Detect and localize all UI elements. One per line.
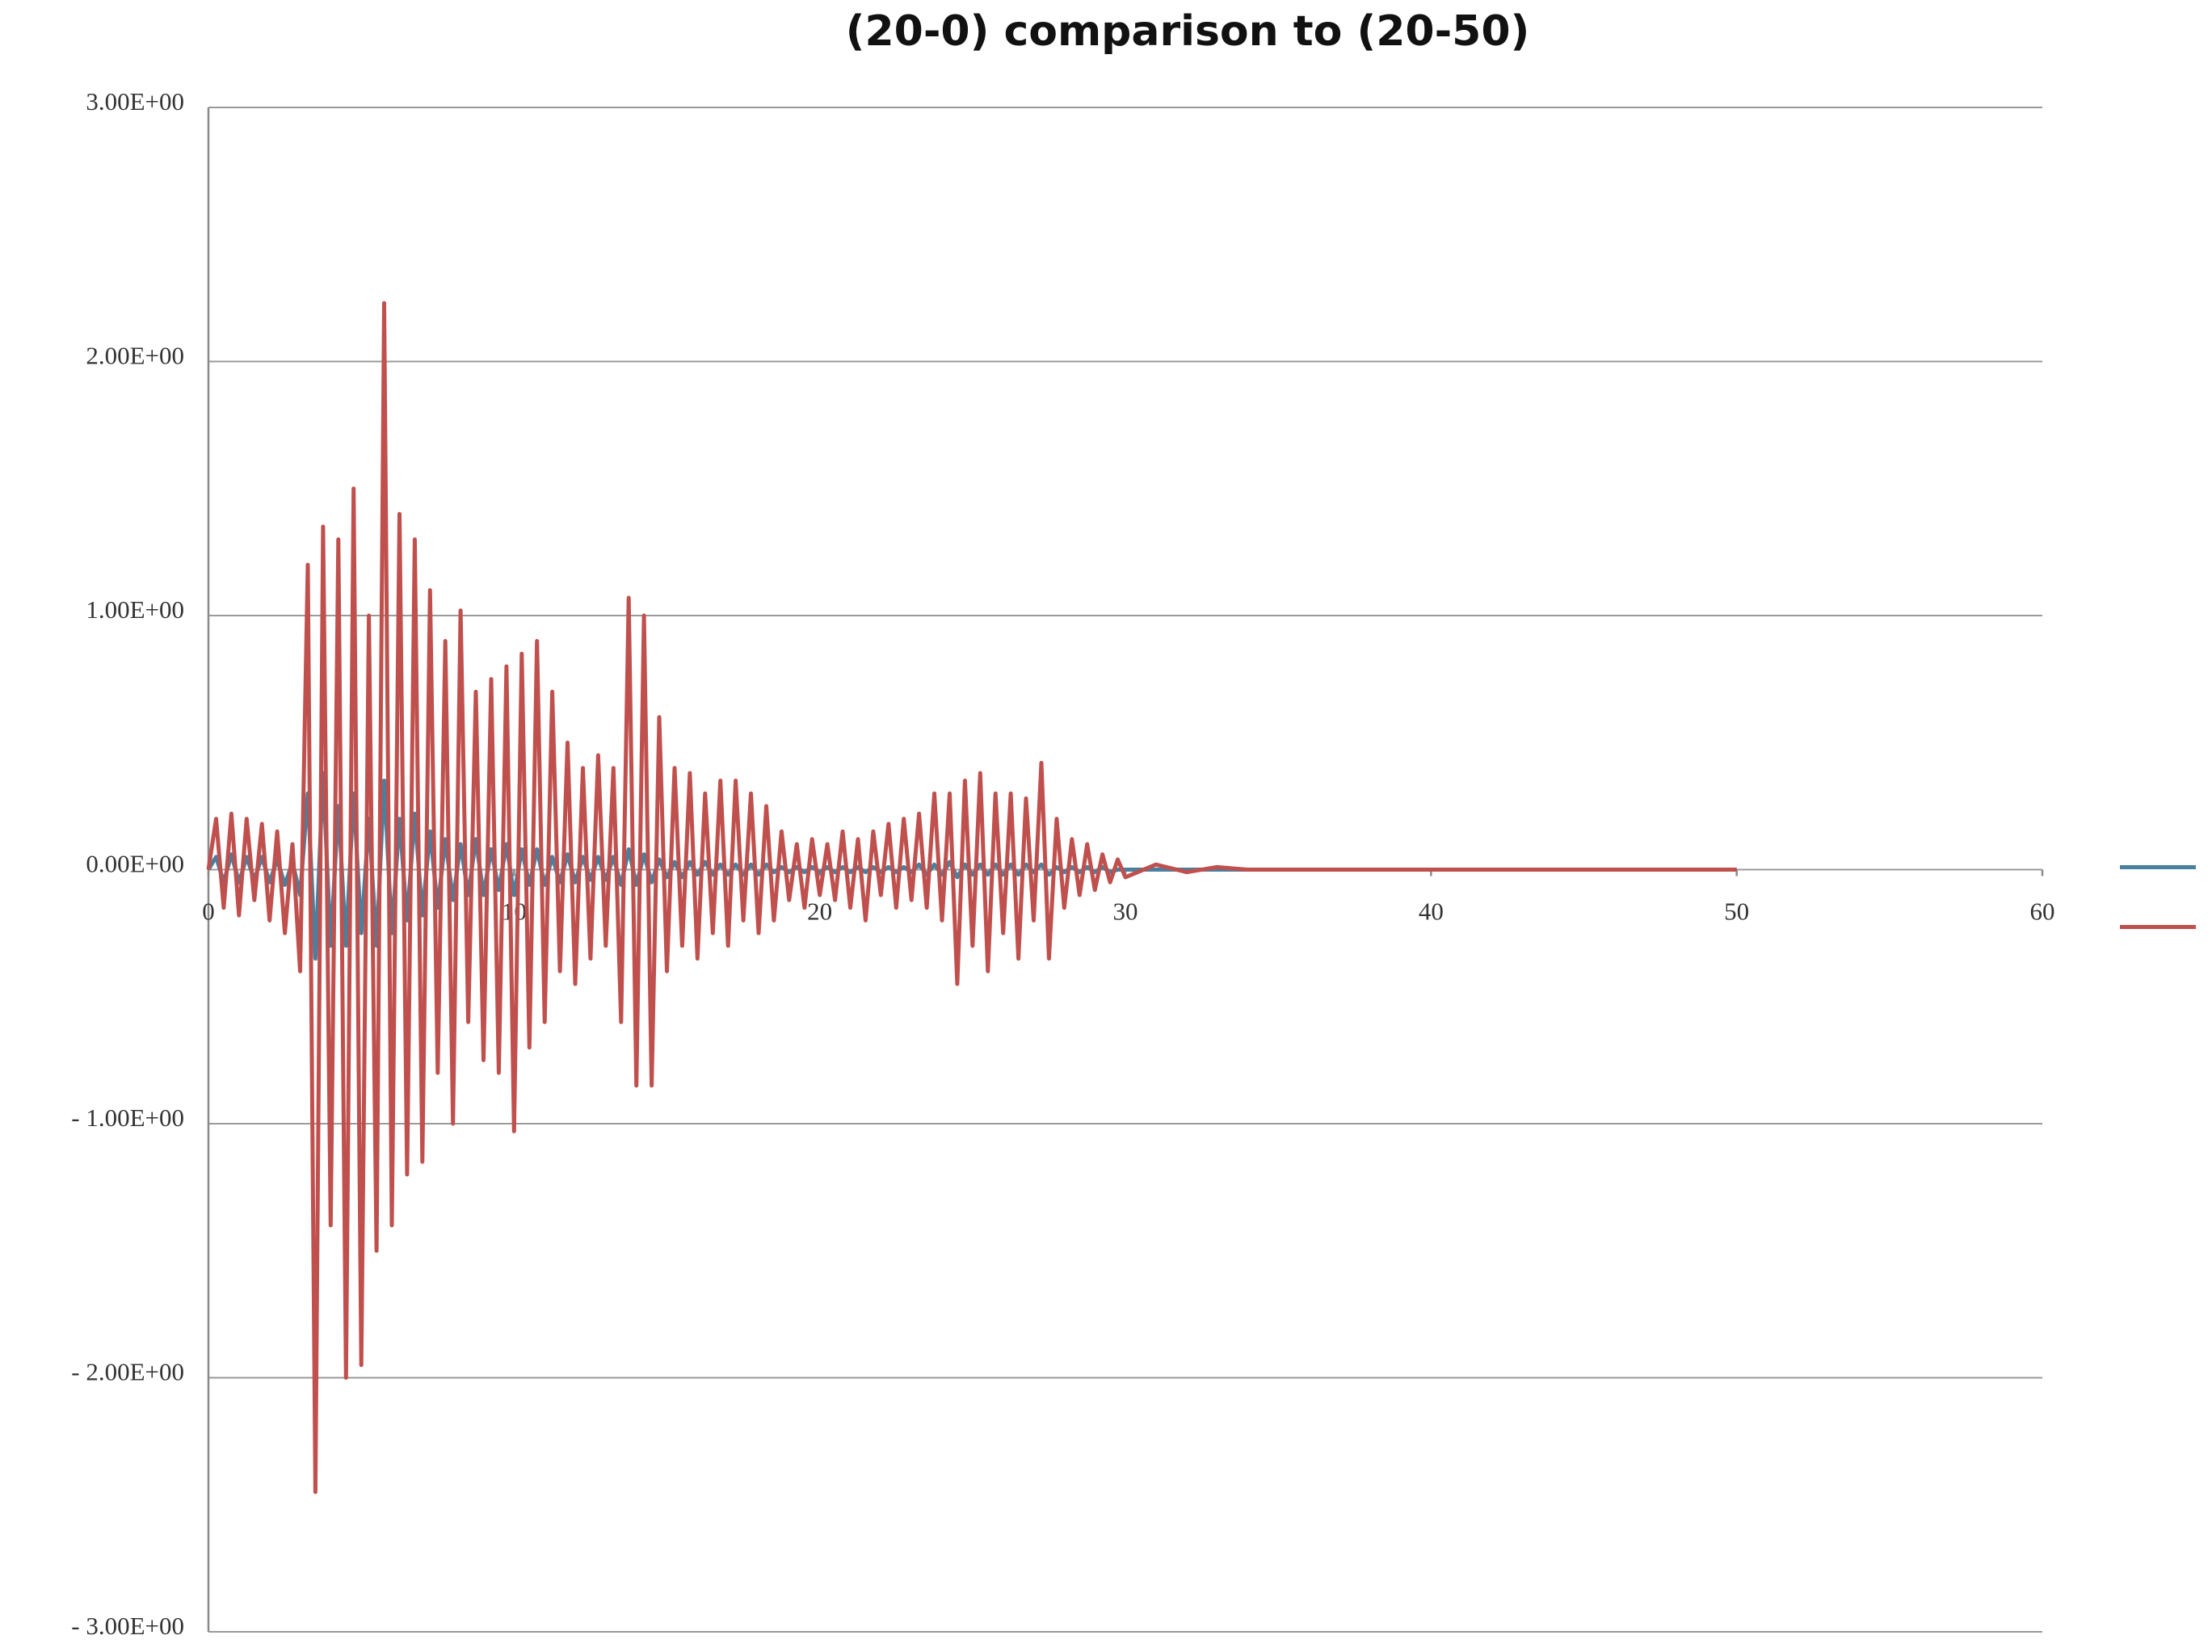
x-tick-label: 60 [2030,897,2055,926]
chart-title: (20-0) comparison to (20-50) [846,7,1530,56]
y-tick-label: - 1.00E+00 [71,1103,184,1132]
y-tick-label: 0.00E+00 [86,850,184,878]
x-tick-label: 20 [807,897,832,926]
series-line [206,301,1737,1494]
y-tick-label: 2.00E+00 [86,342,184,370]
x-tick-label: 40 [1419,897,1444,926]
x-tick-label: 0 [202,897,215,926]
x-tick-label: 30 [1113,897,1138,926]
y-tick-label: 1.00E+00 [86,595,184,624]
x-tick-label: 10 [502,897,527,926]
y-tick-label: 3.00E+00 [86,87,184,116]
y-tick-label: - 2.00E+00 [71,1358,184,1386]
x-tick-label: 50 [1724,897,1749,926]
y-tick-label: - 3.00E+00 [71,1612,184,1640]
